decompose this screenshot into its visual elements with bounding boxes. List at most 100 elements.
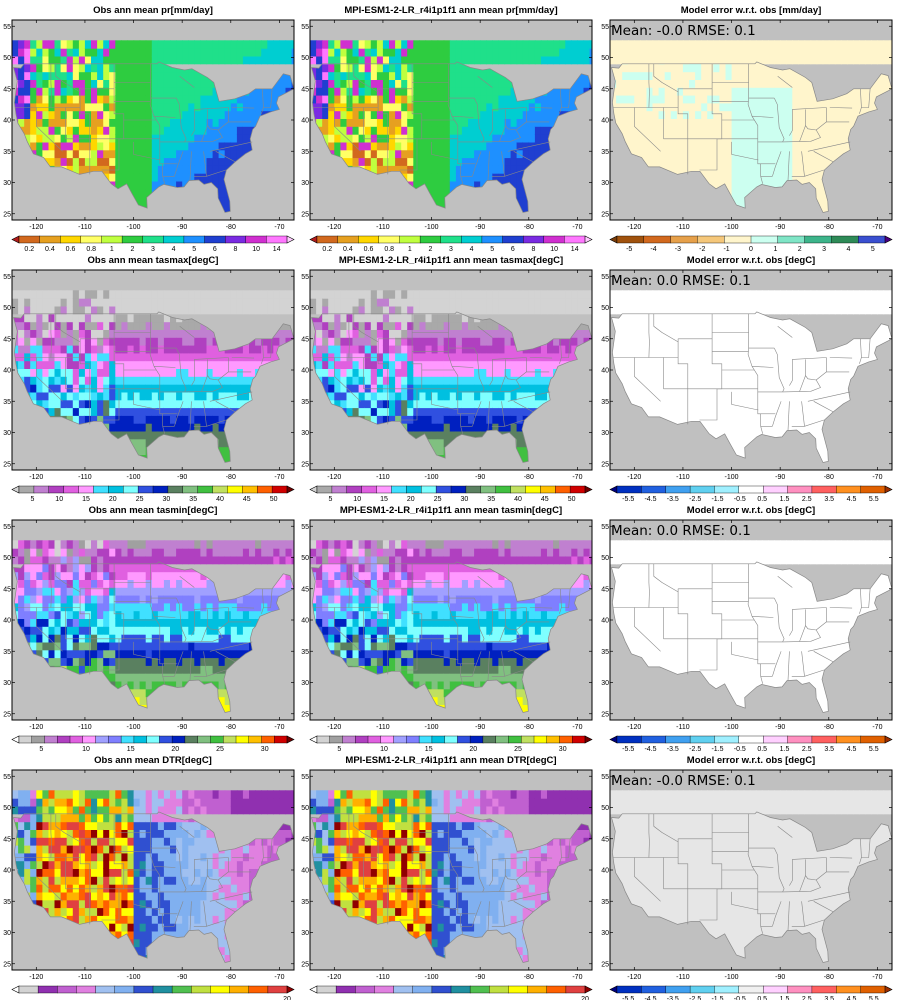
field-cell [510, 165, 518, 174]
field-cell [36, 298, 43, 307]
field-cell [382, 165, 390, 174]
field-cell [634, 55, 641, 65]
field-cell [212, 102, 220, 112]
field-cell [255, 102, 262, 112]
field-cell [828, 126, 836, 135]
field-cell [242, 102, 250, 112]
field-cell [60, 345, 68, 354]
field-cell [822, 110, 830, 119]
field-cell [78, 48, 86, 57]
field-cell [316, 40, 323, 49]
field-cell [749, 63, 757, 73]
field-cell [224, 360, 232, 369]
field-cell [810, 141, 818, 151]
field-cell [36, 102, 43, 112]
field-cell [91, 110, 98, 119]
field-cell [577, 87, 585, 96]
field-cell [774, 126, 781, 135]
colorbar: 0.2 0.4 0.6 0.8 1 2 3 4 5 6 8 10 14 [309, 235, 593, 253]
field-cell [352, 40, 360, 49]
field-cell [768, 118, 775, 127]
field-cell [334, 305, 341, 315]
field-cell [163, 102, 171, 112]
field-cell [139, 321, 147, 330]
field-cell [828, 110, 836, 119]
field-cell [139, 407, 147, 416]
field-cell [486, 48, 493, 57]
field-cell [103, 118, 110, 127]
state-line [807, 141, 851, 152]
field-cell [218, 180, 226, 190]
field-cell [78, 290, 86, 299]
field-cell [236, 40, 244, 49]
field-cell [516, 141, 524, 151]
field-cell [847, 55, 854, 65]
field-cell [664, 110, 672, 119]
field-cell [664, 63, 672, 73]
field-cell [194, 95, 201, 104]
field-cell [749, 95, 757, 104]
field-cell [474, 134, 481, 143]
field-cell [121, 368, 129, 377]
field-cell [822, 196, 830, 205]
field-cell [145, 438, 153, 448]
field-cell [798, 173, 806, 182]
field-cell [792, 87, 799, 96]
field-cell [510, 102, 518, 112]
colorbar-swatch [440, 235, 462, 244]
field-cell [743, 40, 751, 49]
field-cell [236, 391, 244, 401]
field-cell [224, 102, 232, 112]
field-cell [127, 298, 135, 307]
field-cell [212, 305, 220, 315]
field-cell [176, 368, 183, 377]
state-line [189, 151, 192, 181]
field-cell [78, 321, 86, 330]
field-cell [72, 71, 80, 80]
field-cell [236, 126, 244, 135]
state-line [477, 76, 493, 88]
field-cell [768, 110, 775, 119]
field-cell [194, 87, 201, 96]
field-cell [139, 446, 147, 455]
field-cell [664, 48, 672, 57]
field-cell [328, 110, 335, 119]
field-cell [103, 368, 110, 377]
field-cell [133, 79, 141, 88]
field-cell [664, 157, 672, 166]
field-cell [498, 141, 506, 151]
field-cell [822, 55, 830, 65]
field-cell [97, 345, 104, 354]
y-tick-label: 30 [3, 430, 11, 437]
field-cell [792, 157, 799, 166]
field-cell [151, 141, 159, 151]
field-cell [157, 337, 165, 346]
field-cell [176, 40, 183, 49]
field-cell [749, 118, 757, 127]
field-cell [170, 102, 177, 112]
field-cell [628, 71, 635, 80]
field-cell [761, 141, 769, 151]
field-cell [834, 134, 842, 143]
field-cell [78, 141, 86, 151]
field-cell [853, 87, 860, 96]
field-cell [328, 63, 335, 73]
field-cell [516, 40, 524, 49]
state-line [209, 141, 253, 152]
field-cell [749, 71, 757, 80]
field-cell [103, 352, 110, 362]
field-cell [127, 337, 135, 346]
field-cell [328, 87, 335, 96]
field-cell [236, 360, 244, 369]
field-cell [127, 71, 135, 80]
field-cell [682, 102, 690, 112]
field-cell [194, 321, 201, 330]
field-cell [664, 71, 672, 80]
field-cell [103, 63, 110, 73]
field-cell [36, 40, 43, 49]
field-cell [640, 110, 648, 119]
field-cell [242, 360, 250, 369]
field-cell [480, 87, 487, 96]
field-cell [36, 360, 43, 369]
field-cell [449, 63, 457, 73]
